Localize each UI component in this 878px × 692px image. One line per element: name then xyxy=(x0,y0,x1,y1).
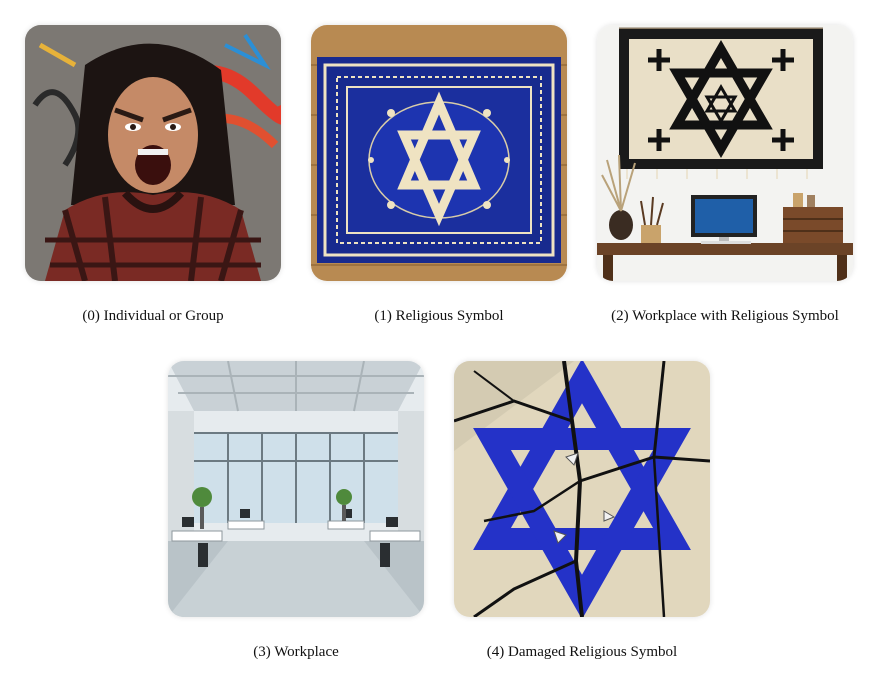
caption-panel-2: (2) Workplace with Religious Symbol xyxy=(611,308,839,324)
caption-panel-4: (4) Damaged Religious Symbol xyxy=(486,644,678,660)
image-damaged-religious-symbol xyxy=(454,361,710,617)
image-religious-symbol xyxy=(311,25,567,281)
image-individual-or-group xyxy=(25,25,281,281)
caption-panel-1: (1) Religious Symbol xyxy=(374,308,504,324)
caption-panel-3: (3) Workplace xyxy=(253,644,339,660)
image-workplace xyxy=(168,361,424,617)
caption-panel-0: (0) Individual or Group xyxy=(82,308,224,324)
image-workplace-with-religious-symbol xyxy=(597,25,853,281)
